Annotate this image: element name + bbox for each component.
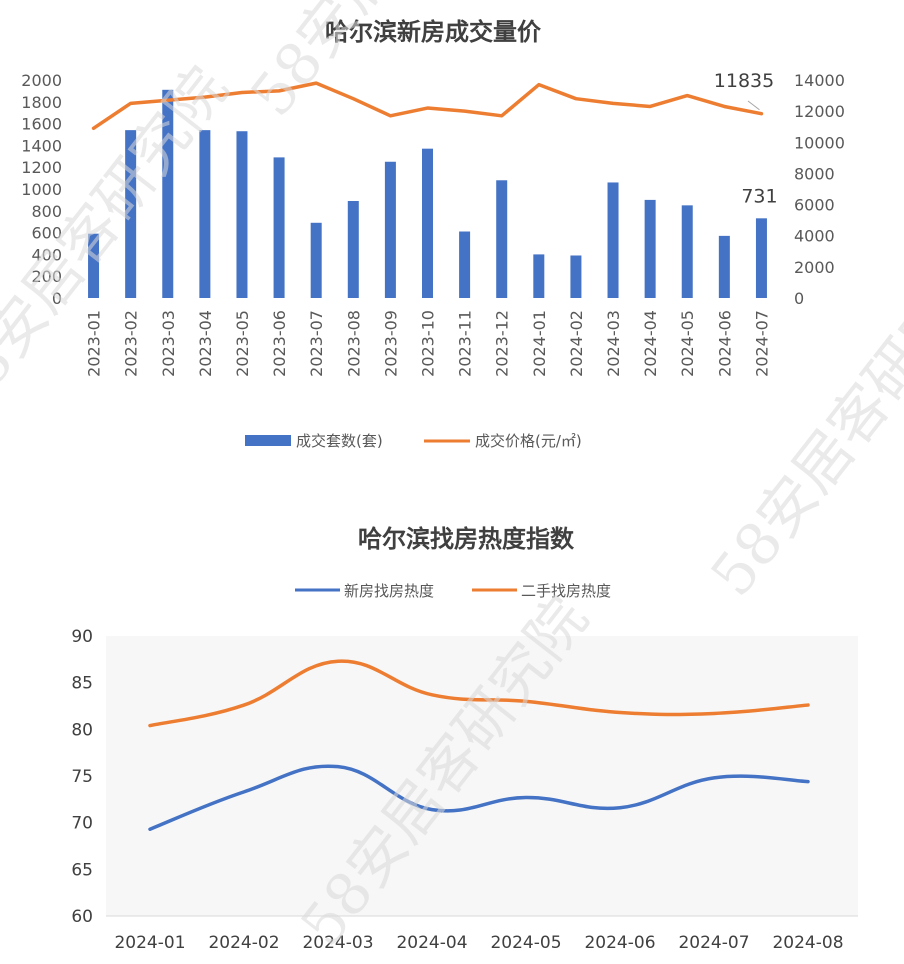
bar-volume: [533, 254, 545, 298]
x-tick-label: 2024-04: [396, 933, 467, 953]
chart1-legend: 成交套数(套) 成交价格(元/㎡): [245, 432, 582, 450]
left-tick-label: 600: [31, 224, 62, 243]
x-tick-label: 2024-02: [567, 310, 586, 377]
bar-volume: [607, 182, 619, 298]
chart1-title: 哈尔滨新房成交量价: [325, 18, 542, 46]
x-tick-label: 2024-05: [678, 310, 697, 377]
right-tick-label: 0: [794, 289, 804, 308]
x-tick-label: 2023-12: [493, 310, 512, 377]
left-tick-label: 1600: [21, 115, 62, 134]
bar-volume: [570, 255, 582, 298]
x-tick-label: 2023-08: [344, 310, 363, 377]
bar-volume: [162, 89, 174, 298]
x-tick-label: 2023-03: [159, 310, 178, 377]
chart2-title: 哈尔滨找房热度指数: [358, 525, 575, 553]
right-tick-label: 8000: [794, 164, 835, 183]
x-tick-label: 2023-06: [270, 310, 289, 377]
x-tick-label: 2024-08: [772, 933, 843, 953]
bar-volume: [496, 180, 508, 298]
x-tick-label: 2024-03: [302, 933, 373, 953]
x-tick-label: 2024-07: [752, 310, 771, 377]
x-tick-label: 2024-02: [208, 933, 279, 953]
x-tick-label: 2023-09: [381, 310, 400, 377]
right-tick-label: 4000: [794, 227, 835, 246]
chart-search-heat: 哈尔滨找房热度指数 新房找房热度 二手找房热度 60 65 70 75 80 85 90 2…: [71, 525, 858, 953]
left-tick-label: 200: [31, 267, 62, 286]
bar-volume: [125, 130, 137, 298]
line-new-home-heat: [148, 764, 810, 831]
bar-volume: [236, 131, 248, 298]
x-tick-label: 2024-05: [490, 933, 561, 953]
chart2-lines: [148, 659, 810, 831]
chart1-right-axis: 0 2000 4000 6000 8000 10000 12000 14000: [794, 71, 845, 308]
chart2-y-axis: 60 65 70 75 80 85 90: [71, 627, 93, 927]
left-tick-label: 800: [31, 202, 62, 221]
x-tick-label: 2024-07: [678, 933, 749, 953]
y-tick-label: 75: [71, 767, 93, 787]
y-tick-label: 90: [71, 627, 93, 647]
bar-volume: [199, 130, 211, 298]
legend-label-second: 二手找房热度: [521, 582, 611, 600]
left-tick-label: 1800: [21, 93, 62, 112]
right-tick-label: 6000: [794, 196, 835, 215]
chart-volume-price: 哈尔滨新房成交量价 0 200 400 600 800 1000 1200 1400 1600 1…: [21, 18, 845, 450]
left-tick-label: 1000: [21, 180, 62, 199]
data-label-leader: [747, 100, 760, 111]
bar-volume: [384, 161, 396, 298]
bar-volume: [718, 235, 730, 298]
x-tick-label: 2023-01: [85, 310, 104, 377]
bar-volume: [681, 205, 693, 298]
x-tick-label: 2024-04: [641, 310, 660, 377]
left-tick-label: 400: [31, 245, 62, 264]
left-tick-label: 2000: [21, 71, 62, 90]
line-second-hand-heat: [148, 659, 810, 728]
x-tick-label: 2024-06: [715, 310, 734, 377]
y-tick-label: 85: [71, 674, 93, 694]
x-tick-label: 2023-11: [456, 310, 475, 377]
x-tick-label: 2024-01: [530, 310, 549, 377]
x-tick-label: 2023-10: [419, 310, 438, 377]
x-tick-label: 2024-06: [584, 933, 655, 953]
chart1-price-line: [91, 81, 764, 131]
x-tick-label: 2024-01: [114, 933, 185, 953]
bar-volume: [310, 222, 322, 298]
chart2-x-axis: 2024-01 2024-02 2024-03 2024-04 2024-05 2024-…: [114, 933, 843, 953]
bar-volume: [347, 200, 359, 298]
y-tick-label: 60: [71, 907, 93, 927]
y-tick-label: 65: [71, 860, 93, 880]
bar-volume: [273, 157, 285, 298]
legend-label-price: 成交价格(元/㎡): [475, 432, 582, 450]
y-tick-label: 80: [71, 720, 93, 740]
right-tick-label: 2000: [794, 258, 835, 277]
x-tick-label: 2023-07: [307, 310, 326, 377]
data-label-price: 11835: [714, 70, 774, 92]
bar-volume: [644, 199, 656, 298]
left-tick-label: 1200: [21, 158, 62, 177]
x-tick-label: 2023-05: [233, 310, 252, 377]
legend-label-new: 新房找房热度: [344, 582, 434, 600]
left-tick-label: 0: [52, 289, 62, 308]
x-tick-label: 2023-02: [122, 310, 141, 377]
right-tick-label: 12000: [794, 102, 845, 121]
legend-swatch-volume: [245, 435, 291, 446]
chart1-x-axis: 2023-01 2023-02 2023-03 2023-04 2023-05 2023-…: [85, 310, 772, 377]
chart1-left-axis: 0 200 400 600 800 1000 1200 1400 1600 1800 2000: [21, 71, 62, 308]
bar-volume: [459, 231, 471, 298]
data-label-volume: 731: [741, 185, 777, 207]
y-tick-label: 70: [71, 814, 93, 834]
chart2-legend: 新房找房热度 二手找房热度: [295, 582, 611, 600]
bar-volume: [422, 148, 433, 298]
right-tick-label: 10000: [794, 133, 845, 152]
chart1-data-labels: 11835 731: [714, 70, 778, 207]
bar-volume: [88, 233, 100, 298]
left-tick-label: 1400: [21, 136, 62, 155]
legend-label-volume: 成交套数(套): [296, 432, 383, 450]
x-tick-label: 2023-04: [196, 310, 215, 377]
chart1-bars: [88, 89, 767, 298]
bar-volume: [755, 218, 767, 298]
x-tick-label: 2024-03: [604, 310, 623, 377]
right-tick-label: 14000: [794, 71, 845, 90]
